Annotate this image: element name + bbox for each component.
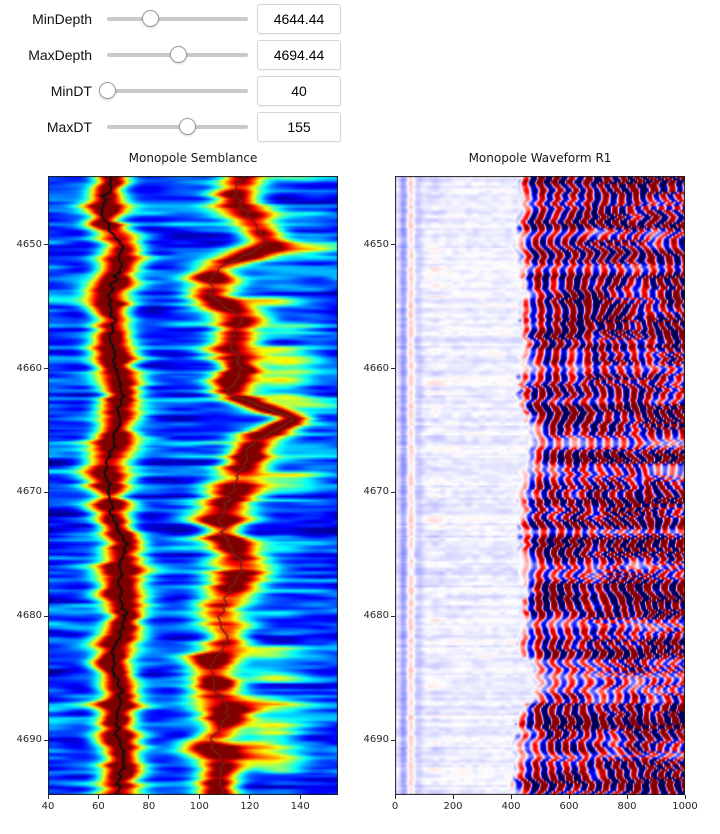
slider-handle[interactable] bbox=[98, 82, 116, 99]
x-tick-mark bbox=[97, 795, 99, 799]
x-tick-label: 0 bbox=[391, 801, 399, 812]
x-tick-label: 400 bbox=[501, 801, 521, 812]
slider-row-mindt: MinDT bbox=[0, 75, 345, 107]
y-tick-label: 4660 bbox=[16, 362, 42, 374]
x-tick-label: 800 bbox=[617, 801, 637, 812]
x-tick-label: 1000 bbox=[672, 801, 698, 812]
x-tick-label: 600 bbox=[559, 801, 579, 812]
x-tick-mark bbox=[198, 795, 200, 799]
slider-track[interactable] bbox=[107, 89, 248, 93]
y-tick-mark bbox=[44, 368, 48, 370]
x-tick-mark bbox=[299, 795, 301, 799]
x-tick-mark bbox=[568, 795, 570, 799]
waveform-heatmap bbox=[395, 176, 685, 795]
x-tick-mark bbox=[452, 795, 454, 799]
y-tick-mark bbox=[44, 739, 48, 741]
y-tick-label: 4690 bbox=[363, 734, 389, 746]
x-tick-label: 80 bbox=[142, 801, 156, 812]
slider-row-maxdt: MaxDT bbox=[0, 111, 345, 143]
y-tick-mark bbox=[44, 491, 48, 493]
slider-readout[interactable] bbox=[257, 40, 341, 70]
slider-track[interactable] bbox=[107, 17, 248, 21]
slider-label: MaxDT bbox=[46, 119, 92, 135]
slider-label: MinDepth bbox=[32, 11, 92, 27]
x-tick-label: 200 bbox=[443, 801, 463, 812]
y-tick-mark bbox=[391, 615, 395, 617]
slider-readout[interactable] bbox=[257, 112, 341, 142]
y-tick-label: 4660 bbox=[363, 362, 389, 374]
x-tick-label: 40 bbox=[41, 801, 55, 812]
x-tick-mark bbox=[510, 795, 512, 799]
y-tick-label: 4690 bbox=[16, 734, 42, 746]
slider-track[interactable] bbox=[107, 125, 248, 129]
x-tick-mark bbox=[47, 795, 49, 799]
slider-row-mindepth: MinDepth bbox=[0, 3, 345, 35]
y-tick-label: 4650 bbox=[16, 238, 42, 250]
y-tick-label: 4670 bbox=[16, 486, 42, 498]
slider-handle[interactable] bbox=[141, 10, 159, 27]
x-tick-label: 60 bbox=[92, 801, 105, 812]
x-tick-mark bbox=[249, 795, 251, 799]
x-tick-label: 100 bbox=[189, 801, 209, 812]
slider-readout[interactable] bbox=[257, 76, 341, 106]
semblance-heatmap bbox=[48, 176, 338, 795]
y-tick-mark bbox=[391, 491, 395, 493]
x-tick-mark bbox=[394, 795, 396, 799]
x-tick-label: 120 bbox=[240, 801, 260, 812]
x-tick-mark bbox=[148, 795, 150, 799]
x-tick-mark bbox=[626, 795, 628, 799]
y-tick-mark bbox=[391, 368, 395, 370]
x-tick-mark bbox=[684, 795, 686, 799]
slider-label: MaxDepth bbox=[28, 47, 92, 63]
slider-readout[interactable] bbox=[257, 4, 341, 34]
y-tick-label: 4650 bbox=[363, 238, 389, 250]
slider-handle[interactable] bbox=[169, 46, 187, 63]
y-tick-mark bbox=[391, 244, 395, 246]
y-tick-mark bbox=[44, 615, 48, 617]
slider-handle[interactable] bbox=[179, 118, 197, 135]
waveform-plot-title: Monopole Waveform R1 bbox=[468, 151, 612, 165]
slider-row-maxdepth: MaxDepth bbox=[0, 39, 345, 71]
slider-label: MinDT bbox=[50, 83, 92, 99]
y-tick-label: 4680 bbox=[363, 610, 389, 622]
semblance-plot-title: Monopole Semblance bbox=[128, 151, 258, 165]
y-tick-mark bbox=[391, 739, 395, 741]
y-tick-label: 4670 bbox=[363, 486, 389, 498]
y-tick-label: 4680 bbox=[16, 610, 42, 622]
y-tick-mark bbox=[44, 244, 48, 246]
x-tick-label: 140 bbox=[290, 801, 310, 812]
